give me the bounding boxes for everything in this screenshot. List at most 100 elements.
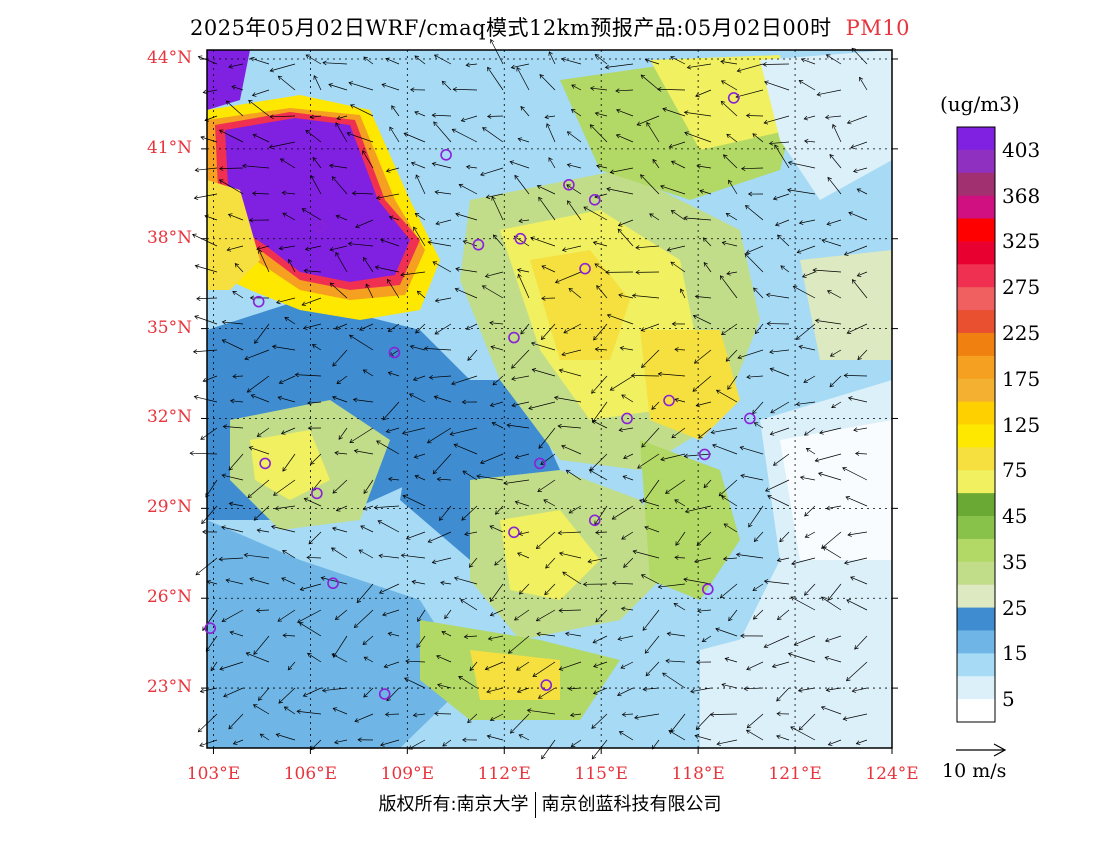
wind-arrow (558, 551, 582, 559)
axis-ticks (201, 58, 898, 754)
wind-arrow (570, 109, 582, 117)
wind-arrow (434, 189, 452, 195)
wind-arrow (720, 59, 738, 65)
colorbar-swatch (957, 195, 995, 220)
wind-arrow (803, 375, 816, 383)
wind-arrow (765, 479, 790, 492)
colorbar-swatch (957, 516, 995, 540)
wind-arrow (218, 129, 244, 143)
wind-arrow (566, 163, 582, 169)
wind-arrow (400, 553, 426, 559)
wind-arrow (620, 661, 634, 669)
wind-arrow (363, 656, 374, 663)
wind-arrow (322, 60, 348, 66)
colorbar-label: 35 (1002, 549, 1028, 574)
wind-arrow (571, 84, 582, 91)
wind-arrow (282, 633, 296, 638)
colorbar-unit: (ug/m3) (940, 92, 1020, 116)
wind-arrow (821, 238, 842, 247)
wind-arrow (595, 609, 608, 623)
wind-arrow (827, 739, 842, 746)
wind-arrow (517, 552, 530, 559)
colorbar-swatch (957, 127, 995, 151)
wind-arrow (304, 245, 322, 252)
wind-arrow (709, 712, 738, 717)
wind-arrow (695, 713, 712, 730)
wind-arrow (722, 556, 738, 562)
wind-arrow (662, 107, 686, 117)
wind-arrow (401, 427, 426, 435)
wind-arrow (754, 323, 764, 335)
wind-arrow (517, 137, 530, 143)
wind-arrow (846, 599, 868, 611)
wind-arrow (727, 375, 738, 390)
wind-arrow (666, 631, 686, 637)
wind-arrow (854, 451, 868, 456)
wind-arrow (380, 238, 400, 247)
wind-arrow (363, 56, 374, 65)
wind-arrow (748, 505, 764, 528)
wind-arrow (856, 188, 868, 195)
wind-arrow (363, 479, 374, 494)
wind-arrow (412, 375, 426, 382)
wind-arrow (436, 476, 452, 482)
latitude-label: 29°N (146, 497, 192, 518)
wind-arrow (557, 423, 582, 429)
wind-arrow (331, 653, 348, 663)
wind-arrow (567, 686, 582, 692)
wind-arrow (248, 217, 270, 223)
wind-arrow (846, 115, 868, 125)
wind-arrow (199, 687, 218, 694)
wind-arrow (206, 579, 218, 585)
wind-arrow (273, 479, 296, 496)
wind-arrow (716, 739, 738, 746)
wind-arrow (195, 557, 218, 576)
latitude-label: 44°N (146, 47, 192, 68)
wind-arrow (595, 530, 608, 535)
wind-arrow (644, 525, 660, 533)
wind-arrow (591, 713, 608, 729)
wind-arrow (804, 505, 816, 517)
wind-arrow (385, 427, 400, 434)
wind-arrow (568, 287, 582, 299)
wind-arrow (618, 427, 634, 433)
wind-arrow (385, 57, 400, 65)
wind-arrow (382, 401, 400, 421)
wind-arrow (277, 395, 296, 403)
wind-arrow (383, 661, 400, 669)
chart-title: 2025年05月02日WRF/cmaq模式12km预报产品:05月02日00时 P… (0, 12, 1100, 42)
wind-arrow (719, 583, 738, 599)
wind-arrow (302, 687, 322, 697)
wind-arrow (536, 631, 556, 637)
wind-arrow (787, 187, 816, 195)
wind-arrow (518, 583, 530, 595)
wind-arrow (520, 106, 530, 117)
wind-arrow (378, 553, 400, 559)
wind-arrow (503, 479, 530, 486)
colorbar-label: 175 (1002, 366, 1041, 391)
wind-arrow (311, 344, 322, 351)
wind-arrow (458, 676, 478, 689)
wind-arrow (735, 552, 764, 559)
wind-arrow (516, 267, 530, 273)
wind-arrow (310, 739, 322, 751)
wind-arrow (221, 609, 244, 623)
wind-arrow (338, 427, 348, 440)
wind-arrow (359, 323, 374, 331)
wind-arrow (373, 505, 400, 510)
wind-arrow (764, 80, 790, 91)
wind-arrow (715, 389, 738, 403)
wind-arrow (489, 713, 504, 722)
wind-arrow (699, 189, 712, 195)
wind-arrow (798, 80, 816, 91)
wind-arrow (842, 713, 868, 721)
wind-arrow (280, 427, 296, 435)
wind-arrow (275, 732, 296, 741)
wind-arrow (612, 580, 634, 586)
city-marker (698, 448, 711, 461)
wind-arrow (703, 261, 712, 273)
wind-arrow (252, 704, 270, 715)
wind-arrow (726, 270, 738, 276)
wind-arrow (820, 705, 842, 715)
wind-arrow (744, 205, 764, 221)
